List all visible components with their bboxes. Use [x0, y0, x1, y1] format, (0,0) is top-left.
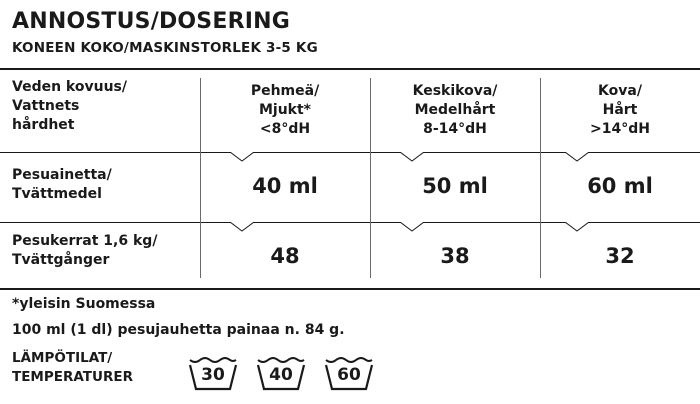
wash-count-value-medium: 38: [440, 244, 470, 268]
column-header-line: <8°dH: [259, 121, 311, 137]
water-hardness-label: Veden kovuus/ Vattnets hårdhet: [12, 78, 127, 135]
column-header-medium: Keskikova/ Medelhårt 8-14°dH: [370, 82, 540, 139]
column-header-line: Hårt: [602, 102, 638, 118]
dosage-table: Veden kovuus/ Vattnets hårdhet Pehmeä/ M…: [0, 68, 700, 290]
chevron-down-icon: [400, 222, 424, 232]
page-title: ANNOSTUS/DOSERING: [12, 9, 290, 34]
label-line: Pesuainetta/: [12, 167, 112, 183]
chevron-down-icon: [230, 152, 254, 162]
column-header-soft: Pehmeä/ Mjukt* <8°dH: [200, 82, 370, 139]
column-header-line: Pehmeä/: [250, 83, 320, 99]
temperature-value: 40: [269, 365, 293, 385]
label-line: Pesukerrat 1,6 kg/: [12, 233, 158, 249]
column-header-hard: Kova/ Hårt >14°dH: [540, 82, 700, 139]
column-header-line: Medelhårt: [414, 102, 496, 118]
table-top-border: [0, 68, 700, 70]
wash-tub-outline: [256, 357, 306, 391]
label-line: Tvättgånger: [12, 252, 110, 268]
column-header-line: Kova/: [598, 83, 642, 99]
label-line: hårdhet: [12, 117, 75, 133]
column-header-line: 8-14°dH: [423, 121, 487, 137]
column-divider: [370, 78, 371, 278]
row-divider: [0, 152, 700, 153]
wash-count-value-soft: 48: [270, 244, 300, 268]
label-line: Vattnets: [12, 98, 80, 114]
wash-count-value-hard: 32: [605, 244, 635, 268]
temperature-value: 60: [337, 365, 361, 385]
column-header-line: Keskikova/: [412, 83, 498, 99]
wash-count-label: Pesukerrat 1,6 kg/ Tvättgånger: [12, 232, 157, 270]
temperatures-label: LÄMPÖTILAT/ TEMPERATURER: [12, 349, 133, 387]
column-divider: [200, 78, 201, 278]
wash-tub-icon: 30: [187, 356, 239, 392]
label-line: Veden kovuus/: [12, 79, 127, 95]
column-header-line: >14°dH: [590, 121, 650, 137]
chevron-down-icon: [565, 222, 589, 232]
page-subtitle: KONEEN KOKO/MASKINSTORLEK 3-5 KG: [12, 40, 318, 56]
column-divider: [540, 78, 541, 278]
wash-tub-icon: 40: [255, 356, 307, 392]
chevron-down-icon: [565, 152, 589, 162]
detergent-value-medium: 50 ml: [422, 174, 488, 198]
detergent-value-hard: 60 ml: [587, 174, 653, 198]
footnote-common-in-finland: *yleisin Suomessa: [12, 296, 156, 312]
label-line: LÄMPÖTILAT/: [12, 350, 113, 366]
wash-tub-icon: 60: [323, 356, 375, 392]
footnote-powder-weight: 100 ml (1 dl) pesujauhetta painaa n. 84 …: [12, 322, 345, 338]
label-line: Tvättmedel: [12, 186, 102, 202]
detergent-value-soft: 40 ml: [252, 174, 318, 198]
temperature-value: 30: [201, 365, 225, 385]
wash-tub-outline: [324, 357, 374, 391]
chevron-down-icon: [230, 222, 254, 232]
row-divider: [0, 222, 700, 223]
chevron-down-icon: [400, 152, 424, 162]
wash-tub-outline: [188, 357, 238, 391]
detergent-label: Pesuainetta/ Tvättmedel: [12, 166, 112, 204]
column-header-line: Mjukt*: [258, 102, 312, 118]
label-line: TEMPERATURER: [12, 369, 133, 385]
table-bottom-border: [0, 288, 700, 290]
